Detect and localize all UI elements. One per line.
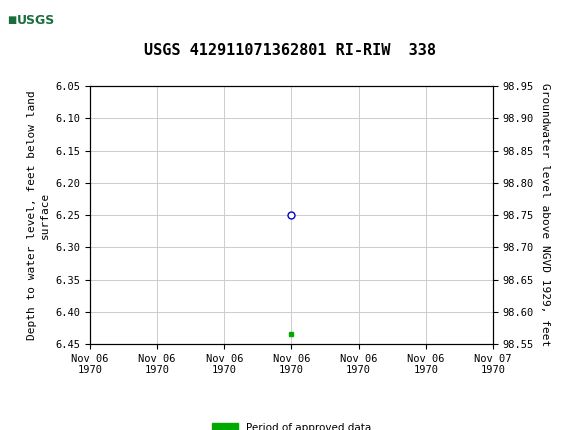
FancyBboxPatch shape — [3, 3, 70, 37]
Y-axis label: Depth to water level, feet below land
surface: Depth to water level, feet below land su… — [27, 90, 50, 340]
Text: USGS 412911071362801 RI-RIW  338: USGS 412911071362801 RI-RIW 338 — [144, 43, 436, 58]
Y-axis label: Groundwater level above NGVD 1929, feet: Groundwater level above NGVD 1929, feet — [539, 83, 549, 347]
Text: ■: ■ — [8, 15, 17, 25]
Legend: Period of approved data: Period of approved data — [208, 418, 375, 430]
Text: USGS: USGS — [17, 14, 55, 27]
